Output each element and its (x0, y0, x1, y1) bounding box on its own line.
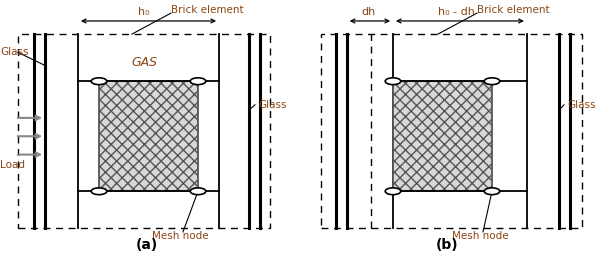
Text: Mesh node: Mesh node (152, 231, 208, 241)
Circle shape (385, 78, 401, 85)
Text: Glass: Glass (258, 100, 287, 110)
Text: Mesh node: Mesh node (452, 231, 508, 241)
Circle shape (190, 188, 206, 195)
Text: Glass: Glass (567, 100, 595, 110)
Circle shape (484, 78, 500, 85)
Text: (b): (b) (436, 238, 458, 252)
Text: Brick element: Brick element (477, 6, 550, 15)
Text: dh: dh (361, 7, 376, 17)
Text: (a): (a) (136, 238, 158, 252)
Circle shape (385, 188, 401, 195)
Text: Load: Load (0, 160, 25, 170)
Text: h₀: h₀ (138, 7, 150, 17)
Circle shape (91, 78, 107, 85)
Circle shape (190, 78, 206, 85)
Circle shape (484, 188, 500, 195)
Text: Brick element: Brick element (171, 6, 244, 15)
Bar (321, 34, 582, 228)
Bar (99, 81, 198, 191)
Bar (393, 81, 492, 191)
Bar (18, 34, 270, 228)
Text: Glass: Glass (0, 47, 29, 57)
Text: h₀ - dh: h₀ - dh (437, 7, 475, 17)
Text: GAS: GAS (131, 56, 157, 69)
Circle shape (91, 188, 107, 195)
